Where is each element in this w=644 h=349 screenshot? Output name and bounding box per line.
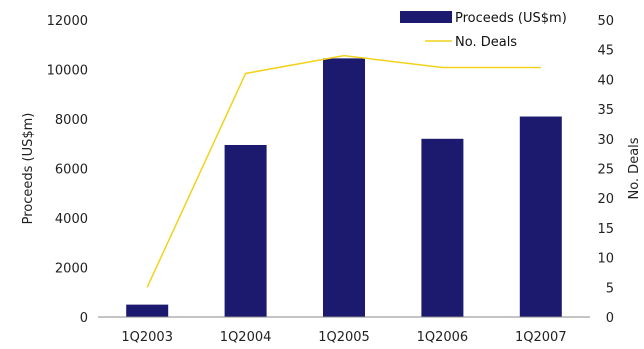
bar-series: [126, 58, 562, 318]
right-tick-label: 0: [606, 311, 614, 326]
bar: [126, 304, 169, 317]
right-tick-label: 20: [597, 192, 614, 207]
bar: [224, 144, 267, 317]
legend: Proceeds (US$m) No. Deals: [400, 11, 567, 50]
right-tick-label: 40: [597, 73, 614, 88]
right-tick-label: 30: [597, 133, 614, 148]
right-axis-ticks: 0 5 10 15 20 25 30 35 40 45 50: [597, 14, 614, 326]
left-axis-ticks: 0 2000 4000 6000 8000 10000 12000: [47, 14, 88, 326]
bar: [519, 116, 562, 318]
bar: [323, 58, 365, 318]
right-tick-label: 50: [597, 14, 614, 29]
right-tick-label: 10: [597, 252, 614, 267]
left-tick-label: 6000: [55, 163, 88, 178]
right-tick-label: 45: [597, 44, 614, 59]
left-tick-label: 0: [80, 311, 88, 326]
x-tick-label: 1Q2005: [318, 330, 370, 345]
legend-swatch-proceeds: [400, 11, 452, 23]
right-tick-label: 5: [606, 281, 614, 296]
deals-line: [146, 54, 541, 288]
x-tick-label: 1Q2003: [121, 330, 173, 345]
right-tick-label: 35: [597, 103, 614, 118]
legend-label-proceeds: Proceeds (US$m): [455, 11, 567, 26]
bar: [421, 138, 464, 317]
x-tick-label: 1Q2007: [515, 330, 567, 345]
x-tick-label: 1Q2004: [220, 330, 272, 345]
left-axis-title: Proceeds (US$m): [21, 113, 36, 225]
left-tick-label: 8000: [55, 113, 88, 128]
left-tick-label: 12000: [47, 14, 88, 29]
x-axis-ticks: 1Q2003 1Q2004 1Q2005 1Q2006 1Q2007: [121, 330, 566, 345]
right-tick-label: 25: [597, 163, 614, 178]
left-tick-label: 4000: [55, 212, 88, 227]
right-tick-label: 15: [597, 222, 614, 237]
left-tick-label: 10000: [47, 64, 88, 79]
left-tick-label: 2000: [55, 262, 88, 277]
legend-label-deals: No. Deals: [455, 35, 517, 50]
x-tick-label: 1Q2006: [417, 330, 469, 345]
right-axis-title: No. Deals: [627, 137, 642, 199]
